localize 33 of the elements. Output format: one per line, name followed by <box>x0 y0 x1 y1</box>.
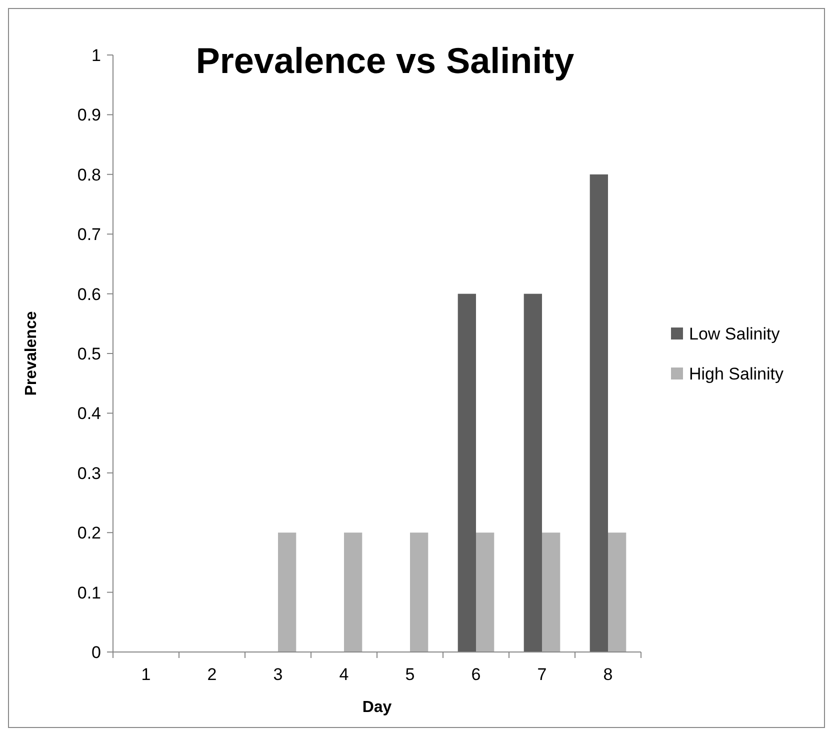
x-tick-label: 1 <box>141 665 151 684</box>
y-tick-label: 0.4 <box>77 404 101 424</box>
bar <box>344 532 362 652</box>
x-axis-title: Day <box>362 699 392 716</box>
bar <box>590 174 608 652</box>
y-tick-label: 0.2 <box>77 524 101 543</box>
y-tick-label: 0.3 <box>77 464 101 483</box>
legend-label: High Salinity <box>689 364 784 384</box>
x-tick-label: 5 <box>405 665 415 684</box>
x-tick-label: 6 <box>471 665 481 684</box>
chart-title: Prevalence vs Salinity <box>196 40 574 81</box>
x-tick-label: 8 <box>603 665 613 684</box>
x-tick-label: 7 <box>537 665 547 684</box>
bar <box>278 532 296 652</box>
legend-label: Low Salinity <box>689 324 780 344</box>
x-tick-label: 3 <box>273 665 283 684</box>
y-axis-title: Prevalence <box>23 311 40 396</box>
y-tick-label: 0.1 <box>77 583 101 602</box>
x-tick-label: 2 <box>207 665 217 684</box>
bar <box>476 532 494 652</box>
x-tick-label: 4 <box>339 665 349 684</box>
y-tick-label: 0 <box>92 642 101 662</box>
y-tick-label: 0.7 <box>77 225 101 244</box>
y-tick-label: 0.5 <box>77 344 101 364</box>
y-tick-label: 0.6 <box>77 284 101 304</box>
y-tick-label: 0.9 <box>77 106 101 125</box>
bar <box>608 532 626 652</box>
y-tick-label: 1 <box>92 46 101 65</box>
y-tick-label: 0.8 <box>77 165 101 184</box>
bar <box>524 294 542 652</box>
bar <box>542 532 560 652</box>
bar <box>410 532 428 652</box>
bar <box>458 294 476 652</box>
